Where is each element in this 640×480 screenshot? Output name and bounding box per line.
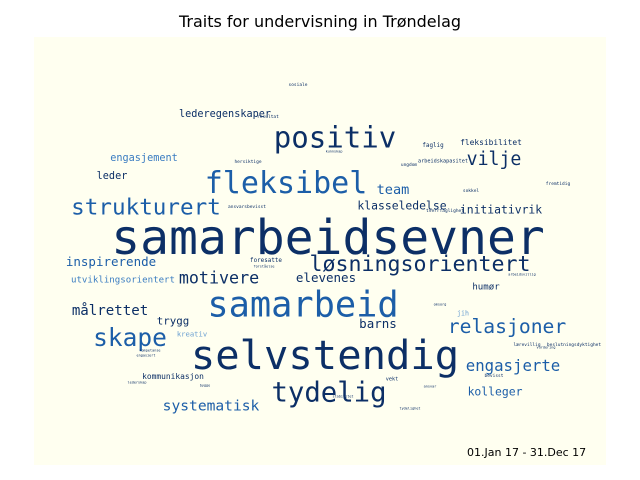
word-trygg: trygg [156, 314, 190, 328]
word-bygge: bygge [199, 383, 211, 388]
word-fleksibel: fleksibel [204, 166, 368, 201]
word-vurdering: vurdering [536, 345, 556, 350]
word-engasjement: engasjement [110, 152, 178, 164]
word-engasjerte: engasjerte [465, 356, 561, 376]
word-arbeidskapasitet: arbeidskapasitet [418, 158, 468, 165]
word-tverrfaglighet: tverrfaglighet [426, 208, 464, 214]
word-vilje: vilje [466, 148, 522, 170]
word-kompetanse: kompetanse [139, 348, 161, 353]
word-samarbeid: samarbeid [207, 284, 399, 326]
word-malrettet: målrettet [71, 302, 149, 319]
word-foresatte: foresatte [250, 258, 282, 265]
word-barns: barns [359, 315, 397, 331]
word-sosiale: sosiale [288, 82, 308, 88]
word-leder: leder [96, 170, 128, 182]
word-arbeidsvillig: arbeidsvillig [508, 272, 536, 277]
word-strukturert: strukturert [71, 194, 221, 221]
word-tydelig: tydelig [271, 377, 387, 409]
word-samarbeidsevner: samarbeidsevner [111, 210, 545, 266]
word-elevenes: elevenes [295, 269, 357, 285]
word-systematisk: systematisk [162, 397, 260, 415]
date-range-label: 01.Jan 17 - 31.Dec 17 [467, 446, 587, 459]
word-team: team [376, 182, 410, 199]
word-ungdom: ungdom [400, 162, 418, 168]
word-humor: humør [472, 282, 500, 293]
word-klasseledelse: klasseledelse [357, 198, 447, 213]
word-skape: skape [93, 322, 167, 352]
word-losningsorientert: løsningsorientert [309, 252, 531, 278]
word-hersiktige: hersiktige [234, 159, 262, 165]
word-positiv: positiv [273, 120, 397, 155]
word-tydelighet: tydelighet [399, 406, 421, 411]
word-kolleger: kolleger [467, 384, 523, 399]
word-lederegenskaper: lederegenskaper [178, 108, 272, 120]
word-fremtidig: fremtidig [545, 181, 571, 187]
word-lederskap: lederskap [127, 380, 147, 385]
word-vekt: vekt [385, 376, 399, 383]
word-omsorg: omsorg [433, 302, 447, 307]
word-kommunikasjon: kommunikasjon [142, 372, 204, 382]
word-resultat: resultat [257, 114, 279, 120]
word-beslutningsdyktighet: beslutningsdyktighet [546, 342, 602, 348]
word-cloud: samarbeidsevner selvstendig samarbeid fleks… [34, 37, 606, 465]
word-initiativrik: initiativrik [459, 202, 543, 217]
word-jih: jih [457, 309, 469, 318]
word-engasjert: engasjert [136, 353, 156, 358]
word-bevisst: bevisst [484, 373, 504, 379]
word-ansvarsbevisst: ansvarsbevisst [228, 204, 266, 210]
word-fleksibilitet: fleksibilitet [460, 138, 522, 148]
word-utviklingsorientert: utviklingsorientert [70, 275, 176, 286]
word-relasjoner: relasjoner [447, 315, 567, 339]
chart-title: Traits for undervisning in Trøndelag [178, 12, 462, 31]
word-ansvar: ansvar [423, 384, 437, 389]
word-inspirerende: inspirerende [65, 253, 157, 269]
word-motivere: motivere [178, 267, 260, 288]
word-selvstendig: selvstendig [190, 330, 460, 379]
word-forstaelse: forståelse [253, 264, 275, 269]
word-kunnskap: kunnskap [325, 149, 343, 154]
word-laerevillig: lærevillig [513, 342, 541, 348]
word-kreativ: kreativ [176, 329, 208, 339]
word-faglig: faglig [422, 143, 444, 150]
word-stabilitet: stabilitet [332, 394, 354, 399]
word-sokkel: sokkel [462, 188, 480, 194]
